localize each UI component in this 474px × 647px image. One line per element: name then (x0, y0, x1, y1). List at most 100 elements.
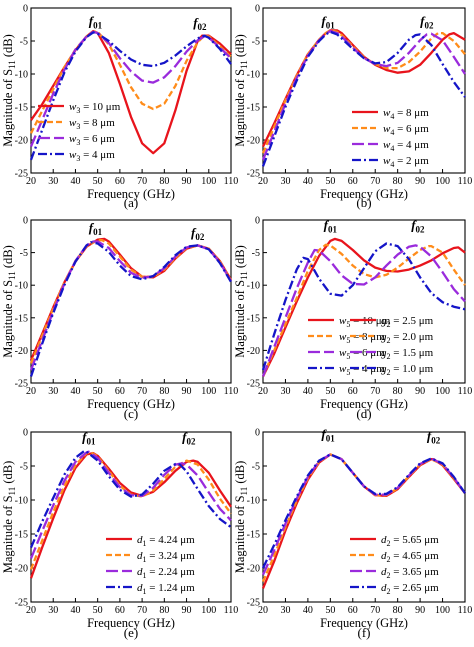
x-tick-label: 60 (348, 176, 358, 187)
plot-frame (30, 431, 232, 603)
x-tick-label: 90 (415, 605, 425, 616)
resonance-label: f02 (182, 429, 196, 446)
legend-var: w (383, 123, 391, 135)
y-axis-label-subscript: 11 (239, 271, 249, 280)
legend-subscript: 3 (76, 106, 80, 115)
legend-var: w (69, 117, 77, 129)
y-tick-label: -20 (15, 564, 28, 575)
x-tick-label: 80 (159, 176, 169, 187)
resonance-label-letter: f (427, 429, 433, 444)
panel-label: (f) (358, 625, 371, 640)
legend-subscript: 2 (387, 336, 391, 345)
legend-value: = 2.65 μm (391, 582, 440, 594)
legend-var: d (137, 566, 143, 578)
legend-subscript: 2 (387, 587, 391, 596)
legend-var: d (137, 582, 143, 594)
legend-var: g (381, 347, 387, 359)
resonance-label-letter: f (82, 429, 88, 444)
series-line (29, 450, 232, 559)
x-tick-label: 40 (303, 176, 313, 187)
x-tick-label: 40 (303, 605, 313, 616)
series-line (29, 240, 232, 371)
resonance-label-letter: f (321, 427, 327, 442)
x-tick-label: 60 (115, 605, 125, 616)
legend-entry: w3 = 4 μm (69, 149, 115, 163)
legend-value: = 1.24 μm (147, 582, 196, 594)
y-tick-label: -20 (247, 564, 260, 575)
legend-var: d (381, 582, 387, 594)
y-axis-label-text: (dB) (1, 245, 15, 271)
x-tick-label: 80 (393, 386, 403, 397)
x-tick-label: 100 (201, 605, 216, 616)
legend-value: = 2 μm (394, 155, 429, 167)
resonance-label-letter: f (324, 217, 330, 232)
legend-subscript: 5 (346, 336, 350, 345)
legend-value: = 1.5 μm (391, 347, 434, 359)
legend-entry: d1 = 4.24 μm (137, 534, 195, 548)
y-tick-label: -25 (15, 379, 28, 390)
x-tick-label: 110 (458, 176, 473, 187)
y-tick-label: 0 (255, 4, 260, 15)
y-axis-label-subscript: 11 (7, 487, 17, 496)
legend-subscript: 1 (143, 587, 147, 596)
series-line (29, 31, 232, 161)
legend-entry: d1 = 1.24 μm (137, 582, 195, 596)
y-tick-label: 0 (255, 216, 260, 227)
legend-var: g (381, 331, 387, 343)
x-tick-label: 110 (224, 605, 239, 616)
series-line (261, 237, 466, 378)
x-tick-label: 100 (435, 605, 450, 616)
legend-entry: g2 = 1.5 μm (381, 347, 434, 361)
x-tick-label: 60 (115, 386, 125, 397)
resonance-label-letter: f (193, 15, 199, 30)
y-tick-label: -25 (15, 169, 28, 180)
y-axis-label-text: (dB) (233, 245, 247, 271)
x-tick-label: 50 (93, 386, 103, 397)
x-tick-label: 20 (258, 176, 268, 187)
y-tick-label: -25 (247, 379, 260, 390)
x-tick-label: 110 (224, 176, 239, 187)
legend-entry: w5 = 6 μm (339, 347, 385, 361)
resonance-label-letter: f (89, 13, 95, 28)
panel-label: (b) (356, 195, 371, 210)
x-tick-label: 70 (137, 176, 147, 187)
x-tick-label: 20 (26, 386, 36, 397)
y-tick-label: -5 (20, 462, 28, 473)
legend-value: = 2.0 μm (391, 331, 434, 343)
legend-value: = 8 μm (394, 107, 429, 119)
y-tick-label: -15 (247, 530, 260, 541)
y-tick-label: -5 (20, 248, 28, 259)
legend-var: d (381, 566, 387, 578)
x-tick-label: 90 (182, 386, 192, 397)
resonance-label: f02 (193, 15, 207, 32)
y-axis-label: Magnitude of S11 (dB) (1, 34, 17, 147)
x-tick-label: 40 (70, 605, 80, 616)
legend-subscript: 3 (76, 154, 80, 163)
legend-subscript: 1 (143, 555, 147, 564)
legend-var: w (383, 139, 391, 151)
legend-value: = 3.65 μm (391, 566, 440, 578)
series-line (261, 242, 466, 371)
x-tick-label: 80 (159, 605, 169, 616)
y-tick-label: -10 (247, 281, 260, 292)
x-tick-label: 110 (458, 605, 473, 616)
y-tick-label: -20 (247, 136, 260, 147)
y-axis-label-text: (dB) (233, 461, 247, 487)
legend-value: = 2.5 μm (391, 315, 434, 327)
plot-frame (262, 431, 466, 603)
legend-value: = 2.24 μm (147, 566, 196, 578)
y-tick-label: -10 (15, 70, 28, 81)
x-tick-label: 20 (26, 176, 36, 187)
y-tick-label: 0 (23, 216, 28, 227)
legend-value: = 6 μm (394, 123, 429, 135)
resonance-label-letter: f (321, 13, 327, 28)
y-tick-label: 0 (23, 4, 28, 15)
x-tick-label: 30 (48, 605, 58, 616)
resonance-label-index: 02 (198, 22, 208, 32)
series-line (261, 244, 466, 377)
x-tick-label: 80 (393, 605, 403, 616)
x-tick-label: 90 (415, 386, 425, 397)
legend-value: = 8 μm (350, 331, 385, 343)
legend-entry: g2 = 1.0 μm (381, 363, 434, 377)
legend-value: = 6 μm (80, 133, 115, 145)
